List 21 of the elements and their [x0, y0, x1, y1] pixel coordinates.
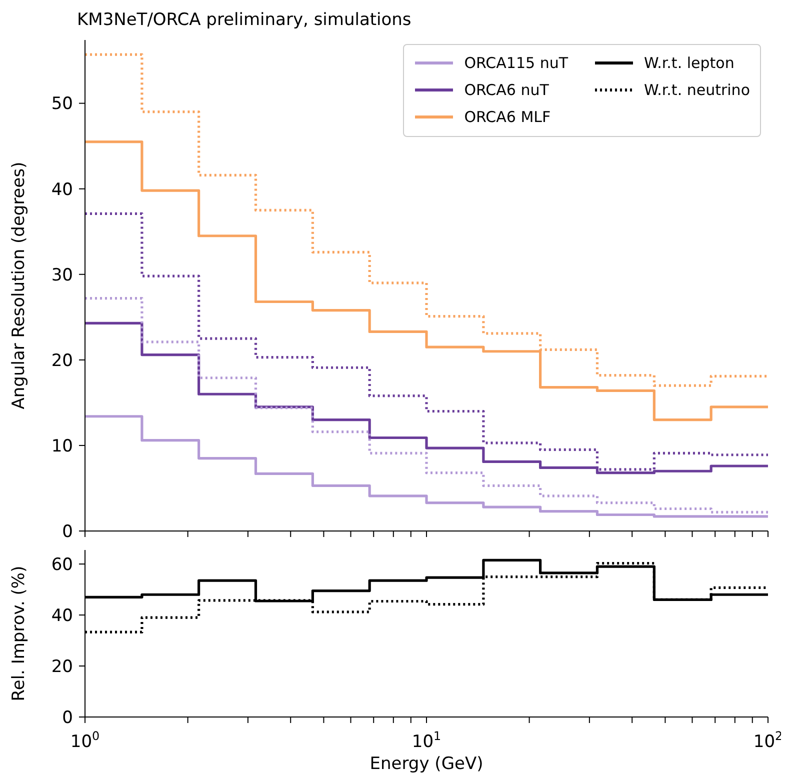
- y-axis-title: Angular Resolution (degrees): [9, 162, 30, 410]
- y-tick-label: 50: [51, 94, 73, 114]
- y-tick-label: 60: [51, 554, 73, 575]
- legend-label: ORCA115 nuT: [464, 54, 568, 72]
- chart-title: KM3NeT/ORCA preliminary, simulations: [77, 10, 412, 30]
- legend-label: W.r.t. lepton: [644, 54, 734, 72]
- y-axis-title: Rel. Improv. (%): [9, 566, 30, 702]
- y-tick-label: 40: [51, 180, 73, 200]
- legend-label: W.r.t. neutrino: [644, 80, 750, 98]
- y-tick-label: 30: [51, 265, 73, 286]
- legend-label: ORCA6 nuT: [464, 80, 549, 98]
- y-tick-label: 10: [51, 436, 73, 456]
- x-tick-label: 10$^{0}$: [70, 729, 100, 752]
- x-tick-label: 10$^{1}$: [412, 729, 442, 752]
- x-axis-title: Energy (GeV): [370, 754, 484, 774]
- legend-label: ORCA6 MLF: [464, 108, 551, 126]
- y-tick-label: 0: [62, 708, 73, 728]
- y-tick-label: 20: [51, 350, 73, 371]
- y-tick-label: 40: [51, 606, 73, 626]
- y-tick-label: 20: [51, 656, 73, 677]
- y-tick-label: 0: [62, 522, 73, 542]
